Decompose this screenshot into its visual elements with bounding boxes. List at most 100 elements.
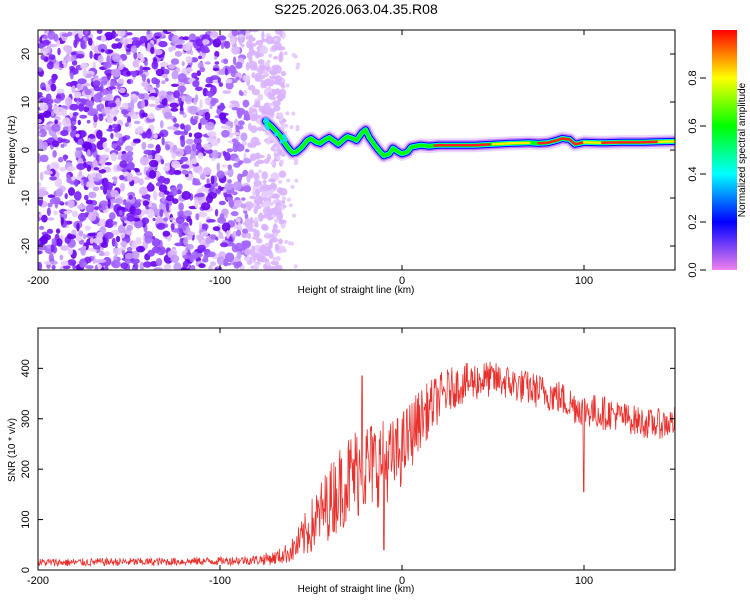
noise-blob xyxy=(185,56,193,64)
noise-blob xyxy=(72,112,79,116)
noise-blob xyxy=(60,130,69,137)
noise-blob xyxy=(120,262,128,269)
noise-blob xyxy=(189,255,195,263)
noise-blob xyxy=(253,180,262,187)
noise-blob xyxy=(96,140,105,150)
noise-blob xyxy=(222,90,232,94)
trace-core xyxy=(491,141,531,146)
noise-blob xyxy=(48,43,58,48)
noise-blob xyxy=(231,30,238,37)
noise-blob xyxy=(263,213,271,218)
noise-blob xyxy=(205,237,212,245)
noise-blob xyxy=(186,231,193,241)
noise-blob xyxy=(84,194,89,201)
x-tick-label: 100 xyxy=(575,275,593,287)
noise-blob xyxy=(210,175,215,185)
noise-blob xyxy=(130,93,137,98)
noise-blob xyxy=(257,93,264,101)
noise-blob xyxy=(221,125,230,129)
noise-blob xyxy=(114,38,120,42)
trace-core xyxy=(601,140,658,144)
noise-blob xyxy=(147,42,151,52)
noise-blob xyxy=(287,241,292,246)
noise-blob xyxy=(113,126,119,133)
noise-blob xyxy=(96,259,107,263)
noise-blob xyxy=(77,213,87,222)
noise-blob xyxy=(73,39,78,48)
noise-blob xyxy=(199,99,203,109)
noise-blob xyxy=(234,157,241,162)
noise-blob xyxy=(89,50,93,59)
noise-blob xyxy=(202,167,212,176)
noise-blob xyxy=(52,150,57,158)
noise-blob xyxy=(272,256,277,261)
noise-blob xyxy=(269,201,274,206)
noise-blob xyxy=(76,222,80,232)
noise-blob xyxy=(80,130,86,138)
noise-blob xyxy=(92,172,97,178)
noise-blob xyxy=(47,194,56,198)
noise-blob xyxy=(219,112,227,121)
noise-blob xyxy=(151,238,161,247)
noise-blob xyxy=(38,153,41,163)
noise-blob xyxy=(244,110,249,119)
noise-blob xyxy=(97,43,108,53)
noise-blob xyxy=(147,208,155,219)
noise-blob xyxy=(170,107,179,112)
noise-blob xyxy=(181,61,185,66)
noise-blob xyxy=(272,199,277,204)
spectrogram-y-ticks: -20 -10 0 10 20 xyxy=(20,48,675,254)
noise-blob xyxy=(96,30,103,34)
noise-blob xyxy=(240,203,247,209)
noise-blob xyxy=(274,243,280,252)
noise-blob xyxy=(68,187,75,196)
noise-blob xyxy=(111,221,118,225)
noise-blob xyxy=(46,228,54,234)
noise-blob xyxy=(46,164,51,172)
noise-blob xyxy=(92,80,101,87)
noise-blob xyxy=(225,81,234,90)
noise-blob xyxy=(155,68,165,77)
noise-blob xyxy=(237,107,241,117)
noise-blob xyxy=(273,146,278,151)
noise-blob xyxy=(51,75,56,84)
noise-blob xyxy=(271,89,282,95)
noise-blob xyxy=(280,70,287,77)
noise-blob xyxy=(93,167,100,171)
noise-blob xyxy=(133,51,138,60)
noise-blob xyxy=(249,113,258,122)
noise-blob xyxy=(38,125,45,130)
noise-blob xyxy=(83,176,87,186)
noise-blob xyxy=(274,30,282,35)
noise-blob xyxy=(71,85,76,93)
noise-blob xyxy=(62,117,71,127)
noise-blob xyxy=(111,43,119,49)
noise-blob xyxy=(112,68,121,78)
noise-blob xyxy=(201,223,209,230)
snr-series-line xyxy=(38,361,675,567)
noise-blob xyxy=(145,129,152,139)
noise-blob xyxy=(271,193,280,200)
noise-blob xyxy=(293,264,298,269)
noise-blob xyxy=(170,83,179,88)
noise-blob xyxy=(251,88,260,96)
noise-blob xyxy=(85,265,94,270)
noise-blob xyxy=(116,145,122,152)
noise-blob xyxy=(266,262,271,266)
noise-blob xyxy=(104,264,109,270)
noise-blob xyxy=(254,51,261,59)
noise-blob xyxy=(196,142,202,152)
noise-blob xyxy=(130,114,139,120)
noise-blob xyxy=(51,238,56,246)
noise-blob xyxy=(207,191,217,199)
noise-blob xyxy=(139,261,145,270)
noise-blob xyxy=(163,264,170,270)
noise-blob xyxy=(170,186,178,193)
noise-blob xyxy=(126,215,136,222)
noise-blob xyxy=(78,169,83,177)
noise-blob xyxy=(75,133,80,138)
noise-blob xyxy=(254,195,263,205)
noise-blob xyxy=(152,246,162,254)
noise-blob xyxy=(280,205,285,210)
noise-blob xyxy=(126,79,131,84)
